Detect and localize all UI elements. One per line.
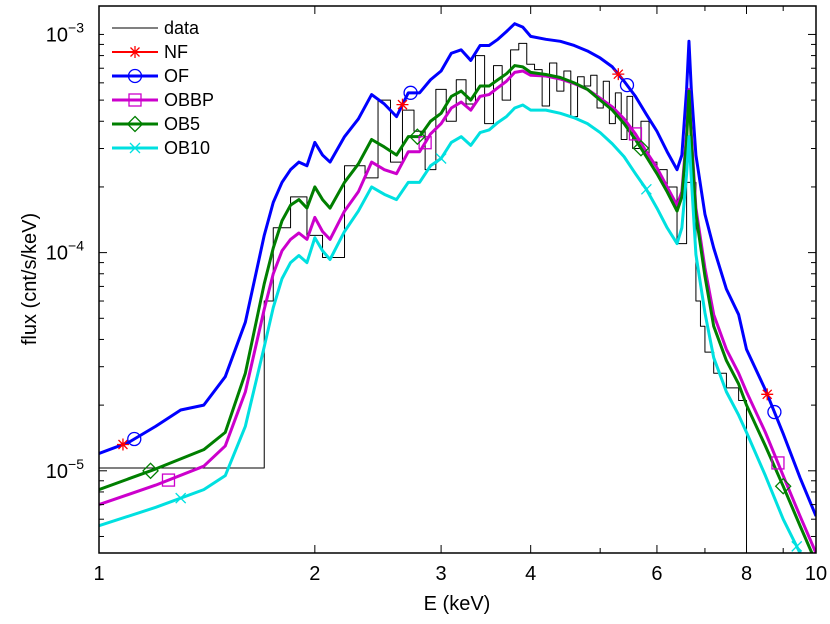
marker-ob10-0 xyxy=(175,492,187,504)
legend-item-ob5: OB5 xyxy=(112,114,200,134)
marker-nf-1 xyxy=(396,98,409,111)
marker-of-3 xyxy=(767,404,782,420)
series-line-ob10 xyxy=(99,103,802,553)
marker-obbp-2 xyxy=(628,127,643,141)
legend-marker-of xyxy=(127,68,143,84)
legend-label: data xyxy=(164,18,200,38)
marker-layer xyxy=(116,68,803,552)
legend-item-ob10: OB10 xyxy=(112,138,210,158)
legend-label: OB5 xyxy=(164,114,200,134)
x-tick-label: 4 xyxy=(525,563,536,585)
x-tick-label: 2 xyxy=(309,563,320,585)
legend-label: OB10 xyxy=(164,138,210,158)
tick-labels-layer: 1 2 3 4 6 8 10 10−5 10−4 10−3 xyxy=(46,19,827,585)
legend-label: OF xyxy=(164,66,189,86)
legend-marker-nf xyxy=(129,46,141,58)
marker-ob10-3 xyxy=(791,540,803,552)
x-tick-label: 10 xyxy=(805,563,827,585)
legend-item-of: OF xyxy=(112,66,189,86)
ticks-layer xyxy=(98,6,817,553)
series-line-ob5 xyxy=(99,64,814,553)
y-tick-label: 10−3 xyxy=(46,19,84,46)
marker-ob10-1 xyxy=(435,153,447,164)
y-tick-label: 10−5 xyxy=(46,456,84,483)
x-tick-label: 6 xyxy=(651,563,662,585)
legend-box xyxy=(104,11,236,181)
marker-of-1 xyxy=(403,85,418,100)
legend-marker-obbp xyxy=(128,93,142,107)
legend-marker-ob5 xyxy=(126,115,144,133)
x-tick-label: 1 xyxy=(93,563,104,585)
marker-nf-0 xyxy=(116,438,129,451)
legend-item-data: data xyxy=(112,18,200,38)
marker-ob5-1 xyxy=(408,128,426,146)
marker-ob5-0 xyxy=(142,462,159,480)
series-line-data xyxy=(99,42,748,553)
plot-frame xyxy=(98,5,817,554)
marker-of-0 xyxy=(127,431,142,447)
marker-nf-2 xyxy=(612,68,625,81)
series-layer xyxy=(99,22,816,553)
legend-item-nf: NF xyxy=(112,42,188,62)
x-tick-label: 8 xyxy=(741,563,752,585)
legend-marker-ob10 xyxy=(129,142,141,154)
marker-ob10-2 xyxy=(640,183,652,195)
series-line-of xyxy=(99,22,816,517)
legend-label: NF xyxy=(164,42,188,62)
legend-label: OBBP xyxy=(164,90,214,110)
marker-nf-3 xyxy=(761,388,774,401)
marker-obbp-0 xyxy=(161,473,176,487)
marker-ob5-2 xyxy=(632,139,650,157)
marker-obbp-3 xyxy=(771,456,785,470)
marker-ob5-3 xyxy=(774,477,792,495)
legend: data NF OF OBBP OB5 OB10 xyxy=(104,11,236,181)
legend-item-obbp: OBBP xyxy=(112,90,214,110)
x-tick-label: 3 xyxy=(436,563,447,585)
x-axis-label: E (keV) xyxy=(424,593,491,615)
y-axis-label: flux (cnt/s/keV) xyxy=(19,213,41,345)
marker-of-2 xyxy=(619,77,635,93)
y-tick-label: 10−4 xyxy=(46,238,84,265)
